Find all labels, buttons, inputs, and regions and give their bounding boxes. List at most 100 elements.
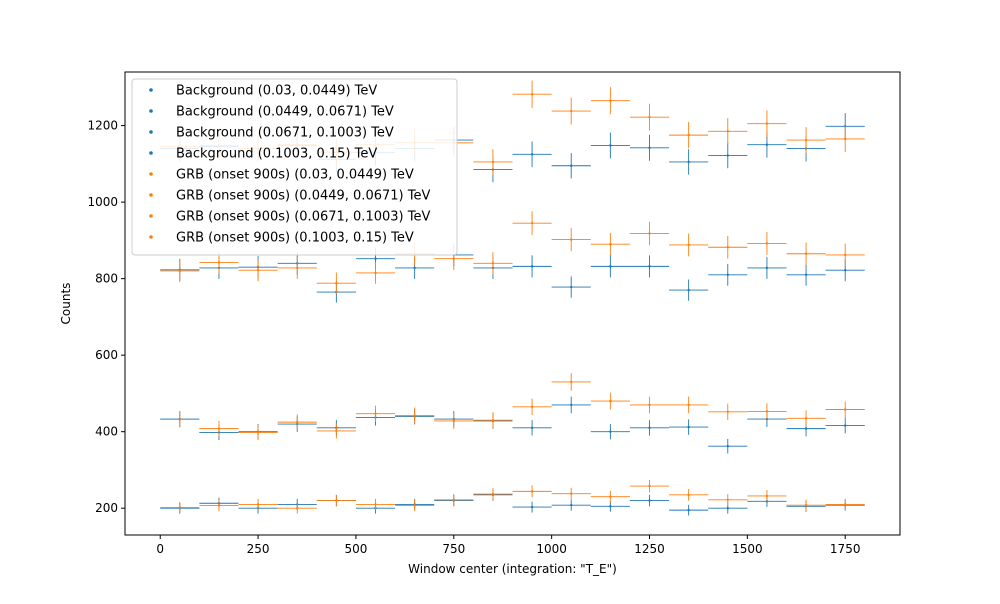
data-point <box>277 414 317 431</box>
data-point <box>825 498 865 510</box>
point-marker <box>570 164 573 167</box>
data-point <box>629 420 670 436</box>
point-marker <box>413 414 416 417</box>
point-marker <box>844 408 847 411</box>
data-point <box>786 499 826 511</box>
x-tick-label: 1750 <box>830 542 861 556</box>
data-point <box>512 501 552 513</box>
data-point <box>277 502 317 514</box>
data-point <box>590 392 630 410</box>
x-tick-label: 1250 <box>634 542 665 556</box>
data-point <box>238 498 278 510</box>
point-marker <box>804 417 808 420</box>
data-point <box>747 256 787 279</box>
point-marker <box>609 399 612 403</box>
data-point <box>473 412 513 429</box>
point-marker <box>687 133 690 137</box>
data-point <box>747 231 787 255</box>
data-point <box>512 485 552 498</box>
point-marker <box>765 122 769 125</box>
data-point <box>316 272 356 294</box>
point-marker <box>491 492 495 496</box>
data-point <box>590 255 630 278</box>
data-point <box>669 279 709 301</box>
data-point <box>160 502 200 513</box>
data-point <box>708 438 748 454</box>
data-point <box>747 403 787 420</box>
point-marker <box>726 507 729 510</box>
data-point <box>512 398 552 416</box>
point-marker <box>726 273 729 277</box>
point-marker <box>570 238 573 241</box>
point-marker <box>804 427 808 430</box>
point-marker <box>648 499 651 502</box>
data-point <box>590 87 630 115</box>
data-point <box>551 228 591 252</box>
point-marker <box>452 498 455 501</box>
point-marker <box>413 266 416 270</box>
data-point <box>825 125 865 153</box>
point-marker <box>491 160 495 164</box>
data-point <box>629 396 670 414</box>
legend-entry: Background (0.0671, 0.1003) TeV <box>176 126 394 141</box>
point-marker <box>648 484 651 488</box>
point-marker <box>530 153 534 156</box>
data-point <box>629 494 670 507</box>
y-tick-label: 1000 <box>87 195 118 209</box>
legend-marker <box>149 88 153 92</box>
x-tick-label: 0 <box>156 542 164 556</box>
point-marker <box>648 232 651 235</box>
data-point <box>825 243 865 267</box>
data-point <box>551 499 591 511</box>
point-marker <box>178 269 181 273</box>
data-point <box>512 255 552 278</box>
point-marker <box>570 109 573 113</box>
data-point <box>825 401 865 418</box>
legend-entry: GRB (onset 900s) (0.03, 0.0449) TeV <box>176 168 414 183</box>
data-point <box>669 488 709 501</box>
legend-entry: GRB (onset 900s) (0.0671, 0.1003) TeV <box>176 210 430 225</box>
point-marker <box>296 420 299 424</box>
point-marker <box>609 495 612 498</box>
data-point <box>551 487 591 500</box>
data-point <box>199 420 239 437</box>
point-marker <box>687 493 690 497</box>
point-marker <box>844 503 847 506</box>
data-point <box>708 235 748 259</box>
data-point <box>786 263 826 286</box>
point-marker <box>609 265 612 268</box>
point-marker <box>491 419 495 422</box>
data-point <box>434 413 474 429</box>
data-point <box>669 233 709 257</box>
point-marker <box>804 273 808 277</box>
point-marker <box>726 498 729 501</box>
data-point <box>825 417 865 434</box>
point-marker <box>491 262 495 265</box>
point-marker <box>609 144 612 147</box>
data-point <box>395 407 435 424</box>
x-axis-ticks: 0 250 500 750 1000 1250 1500 1750 <box>156 535 860 556</box>
point-marker <box>178 418 181 421</box>
point-marker <box>844 137 847 141</box>
data-point <box>590 424 630 440</box>
data-point <box>160 411 200 428</box>
legend-marker <box>149 235 153 239</box>
point-marker <box>687 403 690 407</box>
point-marker <box>648 265 651 268</box>
point-marker <box>413 504 416 507</box>
point-marker <box>765 143 769 146</box>
point-marker <box>570 503 573 507</box>
point-marker <box>335 429 338 433</box>
x-tick-label: 1500 <box>732 542 763 556</box>
point-marker <box>804 252 808 255</box>
legend-marker <box>149 193 153 197</box>
x-tick-label: 250 <box>247 542 270 556</box>
data-point <box>355 405 396 422</box>
point-marker <box>452 257 455 260</box>
data-point <box>590 500 630 512</box>
point-marker <box>648 115 651 119</box>
data-point <box>434 494 474 506</box>
y-tick-label: 400 <box>95 425 118 439</box>
data-point <box>786 242 826 266</box>
